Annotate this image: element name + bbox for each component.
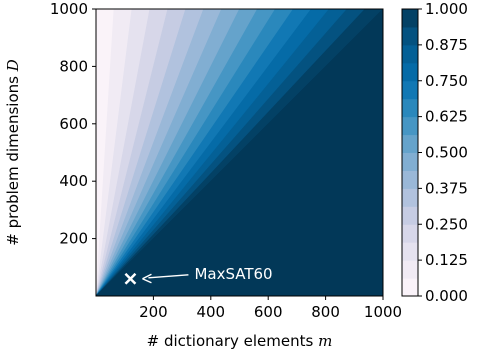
colorbar-band (402, 260, 418, 279)
saturated-region (96, 9, 383, 296)
colorbar-band (402, 206, 418, 225)
colorbar-tick-label: 0.000 (425, 287, 468, 305)
colorbar-tick-label: 0.250 (425, 215, 468, 233)
colorbar-tick-label: 0.500 (425, 144, 468, 162)
colorbar-tick-label: 1.000 (425, 0, 468, 18)
x-tick-label: 200 (139, 303, 168, 321)
colorbar-band (402, 44, 418, 64)
colorbar-band (402, 80, 418, 100)
colorbar-band (402, 242, 418, 261)
x-tick-label: 600 (254, 303, 283, 321)
annotation-arrow-head (142, 273, 152, 284)
annotation-label: MaxSAT60 (194, 265, 272, 283)
colorbar-band (402, 170, 418, 189)
colorbar-band (402, 26, 418, 46)
colorbar-band (402, 134, 418, 153)
annotation: MaxSAT60 (124, 265, 273, 285)
colorbar-band (402, 98, 418, 118)
contour-bands (96, 9, 383, 296)
colorbar-band (402, 278, 418, 297)
axes: 200 400 600 800 1000 200 400 600 800 1000 (50, 0, 402, 321)
y-tick-label: 1000 (50, 0, 88, 18)
colorbar-tick-label: 0.125 (425, 251, 468, 269)
x-marker (124, 272, 137, 285)
colorbar-tick-label: 0.375 (425, 179, 468, 197)
colorbar-band (402, 116, 418, 136)
y-tick-label: 200 (59, 230, 88, 248)
colorbar-tick-label: 0.875 (425, 36, 468, 54)
y-tick-label: 400 (59, 172, 88, 190)
y-axis-label: # problem dimensions D (4, 59, 22, 246)
x-axis-label: # dictionary elements m (147, 332, 333, 350)
x-tick-label: 1000 (364, 303, 402, 321)
colorbar-band (402, 188, 418, 207)
colorbar-band (402, 152, 418, 171)
x-tick-label: 400 (196, 303, 225, 321)
colorbar-tick-label: 0.625 (425, 108, 468, 126)
colorbar: 0.000 0.125 0.250 0.375 0.500 0.625 0.750 0.875… (401, 0, 468, 305)
colorbar-tick-label: 0.750 (425, 72, 468, 90)
y-tick-label: 600 (59, 115, 88, 133)
x-tick-label: 800 (311, 303, 340, 321)
colorbar-band (402, 224, 418, 243)
colorbar-band (402, 9, 418, 28)
y-tick-label: 800 (59, 57, 88, 75)
plot-frame (95, 8, 384, 297)
annotation-arrow-shaft (148, 274, 189, 279)
colorbar-band (402, 62, 418, 82)
